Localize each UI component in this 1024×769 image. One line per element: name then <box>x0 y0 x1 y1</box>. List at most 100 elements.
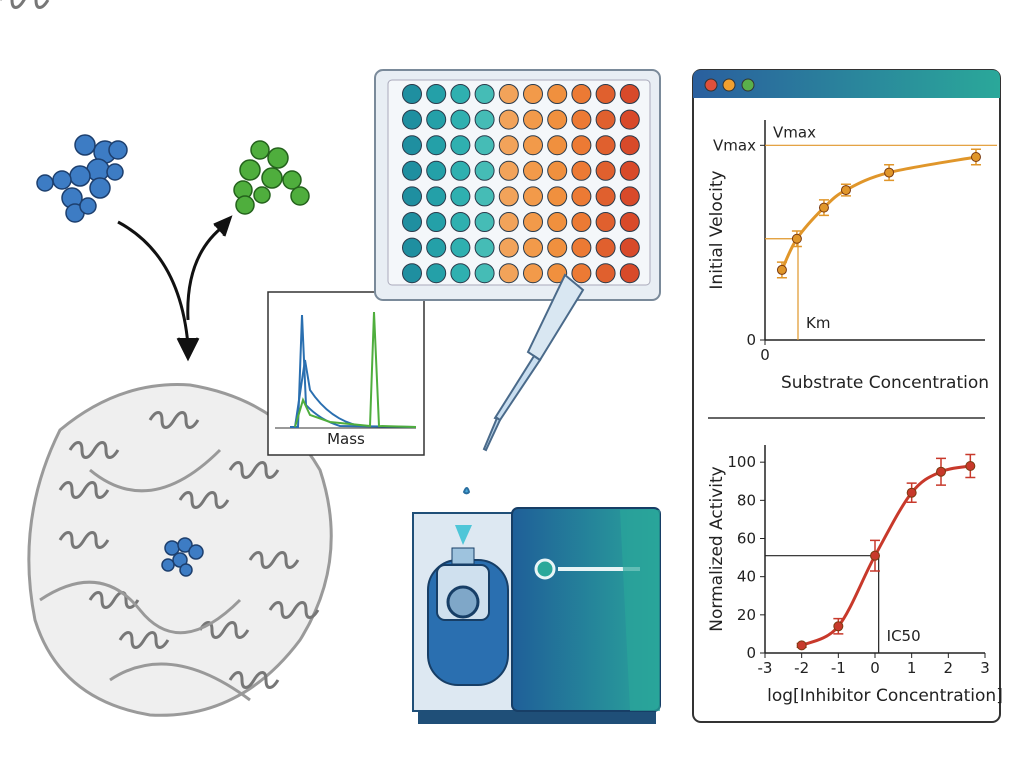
well <box>547 212 568 232</box>
x-tick-label: 0 <box>870 659 880 677</box>
well <box>498 212 519 232</box>
well <box>426 160 447 181</box>
ligand <box>161 537 204 577</box>
mass-spectrum: Mass <box>267 291 425 456</box>
x-tick-label: -1 <box>831 659 846 677</box>
well <box>402 212 422 232</box>
well <box>619 263 640 284</box>
well <box>450 263 471 284</box>
well <box>571 109 592 130</box>
well <box>571 237 592 258</box>
well <box>595 237 616 258</box>
y-tick-label: 100 <box>727 453 756 471</box>
data-point <box>884 167 895 178</box>
well <box>450 160 471 181</box>
analysis-window <box>692 69 1001 723</box>
well <box>498 160 519 181</box>
y-axis-label: Initial Velocity <box>707 170 727 289</box>
well <box>523 135 543 156</box>
well <box>402 263 422 284</box>
x-tick-label: 2 <box>944 659 954 677</box>
well <box>402 160 422 181</box>
data-point <box>906 487 917 498</box>
well <box>474 237 495 258</box>
y-tick-label: Vmax <box>713 136 756 154</box>
y-tick-label: 80 <box>737 491 756 509</box>
well <box>547 135 568 156</box>
annotation: IC50 <box>887 627 921 645</box>
well <box>450 186 471 207</box>
chart: 0 20 40 60 80 100 -3 -2 -1 0 1 2 3 log[Inhibitor Conc… <box>707 445 1003 706</box>
well <box>571 160 592 181</box>
data-point <box>870 550 880 561</box>
well <box>619 84 640 104</box>
well <box>498 237 519 258</box>
well <box>523 237 543 258</box>
data-point <box>776 264 787 275</box>
well <box>595 160 616 181</box>
x-tick-label: 1 <box>907 659 917 677</box>
well <box>426 135 447 156</box>
well <box>523 109 543 130</box>
product-molecule <box>233 140 310 215</box>
well <box>498 263 519 284</box>
well <box>450 135 471 156</box>
well <box>571 263 592 284</box>
y-tick-label: 40 <box>737 568 756 586</box>
data-point <box>840 185 851 196</box>
well <box>450 109 471 130</box>
data-point <box>796 640 807 651</box>
reaction-arrows <box>117 215 233 362</box>
well <box>498 186 519 207</box>
well <box>498 109 519 130</box>
well <box>595 263 616 284</box>
well <box>595 135 616 156</box>
well <box>426 186 447 207</box>
x-axis-label: log[Inhibitor Concentration] <box>767 686 1003 706</box>
well <box>474 109 495 130</box>
well <box>498 135 519 156</box>
well <box>426 263 447 284</box>
well <box>571 186 592 207</box>
well <box>547 160 568 181</box>
well <box>619 186 640 207</box>
mass-spectrometer <box>412 507 661 724</box>
well <box>595 84 616 104</box>
well <box>474 84 495 104</box>
well <box>547 237 568 258</box>
data-point <box>791 233 802 244</box>
well <box>426 237 447 258</box>
well <box>450 212 471 232</box>
well <box>523 160 543 181</box>
well <box>450 84 471 104</box>
y-tick-label: 0 <box>746 644 756 662</box>
x-tick-label: 3 <box>980 659 990 677</box>
well <box>523 263 543 284</box>
well <box>474 186 495 207</box>
well <box>426 109 447 130</box>
well <box>402 84 422 104</box>
y-tick-label: 60 <box>737 530 756 548</box>
well <box>595 212 616 232</box>
y-axis-label: Normalized Activity <box>707 466 727 631</box>
data-point <box>965 460 976 471</box>
well <box>619 212 640 232</box>
data-point <box>818 202 829 213</box>
annotation: Km <box>806 314 830 332</box>
x-axis-label: Substrate Concentration <box>781 373 989 393</box>
well <box>523 186 543 207</box>
well <box>474 212 495 232</box>
axis-label: Mass <box>327 430 365 448</box>
well <box>426 212 447 232</box>
y-tick-label: 0 <box>746 331 756 349</box>
y-tick-label: 20 <box>737 606 756 624</box>
well-plate <box>374 69 661 301</box>
well <box>619 237 640 258</box>
well <box>619 109 640 130</box>
well <box>402 135 422 156</box>
well <box>402 109 422 130</box>
well <box>523 212 543 232</box>
well <box>402 237 422 258</box>
well <box>547 84 568 104</box>
